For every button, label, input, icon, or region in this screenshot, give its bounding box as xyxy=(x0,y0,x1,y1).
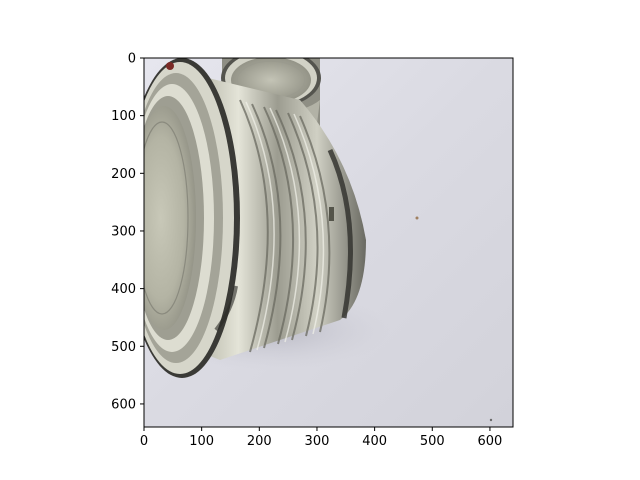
front-can xyxy=(144,58,366,378)
x-tick-label: 300 xyxy=(305,434,330,449)
rust-spot xyxy=(166,62,174,70)
y-tick-label: 600 xyxy=(111,397,136,412)
x-tick-label: 500 xyxy=(420,434,445,449)
y-tick-label: 100 xyxy=(111,109,136,124)
x-axis: 0 100 200 300 400 500 600 xyxy=(140,427,502,449)
x-tick-label: 100 xyxy=(189,434,214,449)
x-tick-label: 600 xyxy=(478,434,503,449)
axes-frame xyxy=(143,57,514,428)
y-tick-label: 200 xyxy=(111,167,136,182)
x-tick-label: 200 xyxy=(247,434,272,449)
y-axis: 0 100 200 300 400 500 600 xyxy=(111,52,144,412)
y-tick-label: 500 xyxy=(111,340,136,355)
x-tick-label: 400 xyxy=(362,434,387,449)
x-tick-label: 0 xyxy=(140,434,148,449)
y-tick-label: 300 xyxy=(111,224,136,239)
y-tick-label: 400 xyxy=(111,282,136,297)
photo-image xyxy=(144,58,513,427)
can-stain xyxy=(329,207,334,221)
y-tick-label: 0 xyxy=(128,52,136,67)
